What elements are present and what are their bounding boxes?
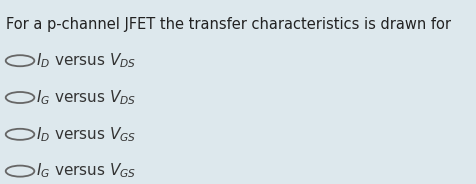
Text: $I_D$ versus $V_{GS}$: $I_D$ versus $V_{GS}$ — [36, 125, 136, 144]
Text: $I_G$ versus $V_{DS}$: $I_G$ versus $V_{DS}$ — [36, 88, 136, 107]
Text: $I_G$ versus $V_{GS}$: $I_G$ versus $V_{GS}$ — [36, 162, 136, 181]
Text: For a p-channel JFET the transfer characteristics is drawn for: For a p-channel JFET the transfer charac… — [6, 17, 450, 32]
Text: $I_D$ versus $V_{DS}$: $I_D$ versus $V_{DS}$ — [36, 51, 136, 70]
